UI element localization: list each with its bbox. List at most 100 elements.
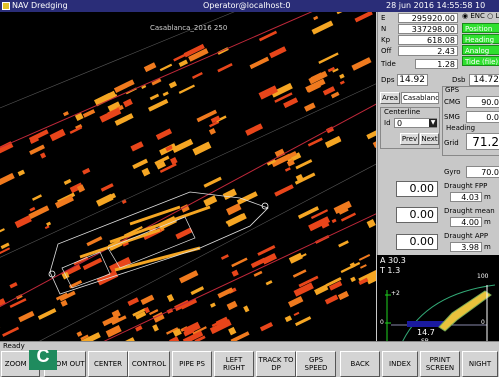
gps-speed-button[interactable]: GPS SPEED bbox=[296, 351, 336, 377]
grid-value: 71.2 bbox=[466, 133, 499, 150]
control-button[interactable]: CONTROL bbox=[128, 351, 170, 377]
seabed-patch bbox=[279, 151, 297, 163]
arc-guide bbox=[402, 284, 496, 341]
seabed-patch bbox=[313, 15, 319, 21]
seabed-patch bbox=[210, 302, 216, 308]
center-button[interactable]: CENTER bbox=[88, 351, 128, 377]
profile-canvas bbox=[385, 284, 496, 341]
seabed-patch bbox=[156, 161, 166, 170]
seabed-patch bbox=[350, 276, 356, 283]
seabed-patch bbox=[127, 297, 140, 307]
vessel-hopper-outline bbox=[61, 251, 111, 289]
suction-pipe bbox=[438, 290, 492, 332]
vessel-deck-outline bbox=[107, 216, 196, 269]
seabed-patch bbox=[286, 152, 302, 164]
seabed-patch bbox=[165, 145, 173, 152]
seabed-patch bbox=[18, 310, 35, 323]
seabed-patch bbox=[182, 330, 204, 341]
seabed-patch bbox=[288, 252, 303, 264]
seabed-patch bbox=[74, 112, 84, 122]
hull-marker bbox=[407, 321, 447, 327]
gps-antenna-icon bbox=[261, 202, 269, 210]
seabed-patch bbox=[82, 109, 96, 118]
seabed-patch bbox=[322, 86, 336, 96]
status-bar: Ready bbox=[0, 341, 499, 350]
centerline-group bbox=[380, 107, 440, 149]
area-button[interactable]: Area bbox=[380, 92, 400, 104]
angle-a-label: A 30.3 bbox=[380, 256, 406, 265]
n-label: N bbox=[381, 25, 387, 33]
seabed-patch bbox=[243, 305, 250, 313]
seabed-patch bbox=[168, 81, 178, 89]
area-field[interactable]: Casablanca bbox=[401, 92, 439, 104]
seabed-patch bbox=[217, 62, 233, 73]
seabed-patch bbox=[114, 113, 134, 126]
seabed-patch bbox=[130, 141, 144, 152]
dsb-value: 14.72 bbox=[469, 74, 499, 86]
seabed-patch bbox=[318, 52, 339, 64]
seabed-patch bbox=[231, 269, 239, 277]
gyro-label: Gyro bbox=[444, 168, 461, 176]
seabed-patch bbox=[351, 57, 372, 71]
gyro-value: 70.0 bbox=[466, 166, 499, 178]
e-value: 295920.00 bbox=[398, 13, 458, 23]
seabed-patch bbox=[209, 120, 220, 128]
grid-label: Grid bbox=[444, 139, 459, 147]
index-button[interactable]: INDEX bbox=[382, 351, 418, 377]
map-canvas[interactable] bbox=[0, 12, 376, 341]
seabed-patch bbox=[274, 184, 294, 197]
e-label: E bbox=[381, 14, 386, 22]
seabed-patch bbox=[311, 20, 334, 35]
seabed-patch bbox=[49, 128, 66, 142]
seabed-patch bbox=[320, 220, 330, 229]
seabed-patch bbox=[301, 253, 307, 258]
seabed-patch bbox=[107, 101, 121, 113]
position-status-button[interactable]: Position bbox=[462, 23, 499, 33]
heading-status-button[interactable]: Heading bbox=[462, 34, 499, 44]
next-button[interactable]: Next bbox=[420, 133, 439, 145]
tide-file-status-button[interactable]: Tide (file) bbox=[462, 56, 499, 66]
track-to-dp-button[interactable]: TRACK TO DP bbox=[256, 351, 296, 377]
seabed-patch bbox=[258, 30, 278, 42]
prev-button[interactable]: Prev bbox=[400, 133, 419, 145]
analog-status-button[interactable]: Analog bbox=[462, 45, 499, 55]
vessel-outline[interactable] bbox=[49, 191, 269, 295]
seabed-patch bbox=[0, 228, 5, 237]
seabed-patch bbox=[113, 79, 135, 93]
seabed-patch bbox=[225, 213, 244, 224]
back-button[interactable]: BACK bbox=[340, 351, 380, 377]
seabed-patch bbox=[162, 91, 169, 97]
seabed-patch bbox=[305, 78, 326, 93]
seabed-patch bbox=[59, 290, 76, 302]
seabed-patch bbox=[192, 326, 207, 335]
seabed-patch bbox=[179, 270, 199, 284]
draught-mean-value: 4.00 bbox=[450, 217, 482, 227]
seabed-patch bbox=[14, 215, 32, 229]
seabed-patch bbox=[228, 326, 237, 336]
seabed-patch bbox=[44, 225, 50, 230]
seabed-patch bbox=[100, 183, 114, 192]
scale-100: 100 bbox=[477, 273, 489, 280]
left-right-button[interactable]: LEFT RIGHT bbox=[214, 351, 254, 377]
seabed-patch bbox=[76, 331, 83, 337]
app-title: NAV Dredging bbox=[12, 1, 68, 10]
seabed-patch bbox=[55, 292, 68, 301]
enc-radio[interactable]: ◉ ENC ○ LI bbox=[462, 12, 499, 21]
centerline-label: Centerline bbox=[384, 108, 421, 116]
seabed-patch bbox=[295, 316, 312, 327]
seabed-patch bbox=[337, 290, 350, 301]
night-button[interactable]: NIGHT bbox=[462, 351, 498, 377]
seabed-patch bbox=[148, 309, 159, 316]
print-screen-button[interactable]: PRINT SCREEN bbox=[420, 351, 460, 377]
seabed-patch bbox=[0, 247, 11, 257]
chevron-down-icon[interactable]: ▼ bbox=[429, 119, 437, 127]
seabed-patch bbox=[188, 48, 209, 62]
seabed-patch bbox=[37, 308, 57, 320]
seabed-patch bbox=[297, 206, 320, 220]
sb-label: SB bbox=[421, 338, 429, 341]
pipe-ps-button[interactable]: PIPE PS bbox=[172, 351, 212, 377]
seabed-patch bbox=[226, 203, 242, 216]
draught-app-label: Draught APP bbox=[444, 232, 489, 240]
kp-value: 618.08 bbox=[398, 35, 458, 45]
chart-map-view[interactable]: Casablanca_2016 250 bbox=[0, 12, 376, 341]
